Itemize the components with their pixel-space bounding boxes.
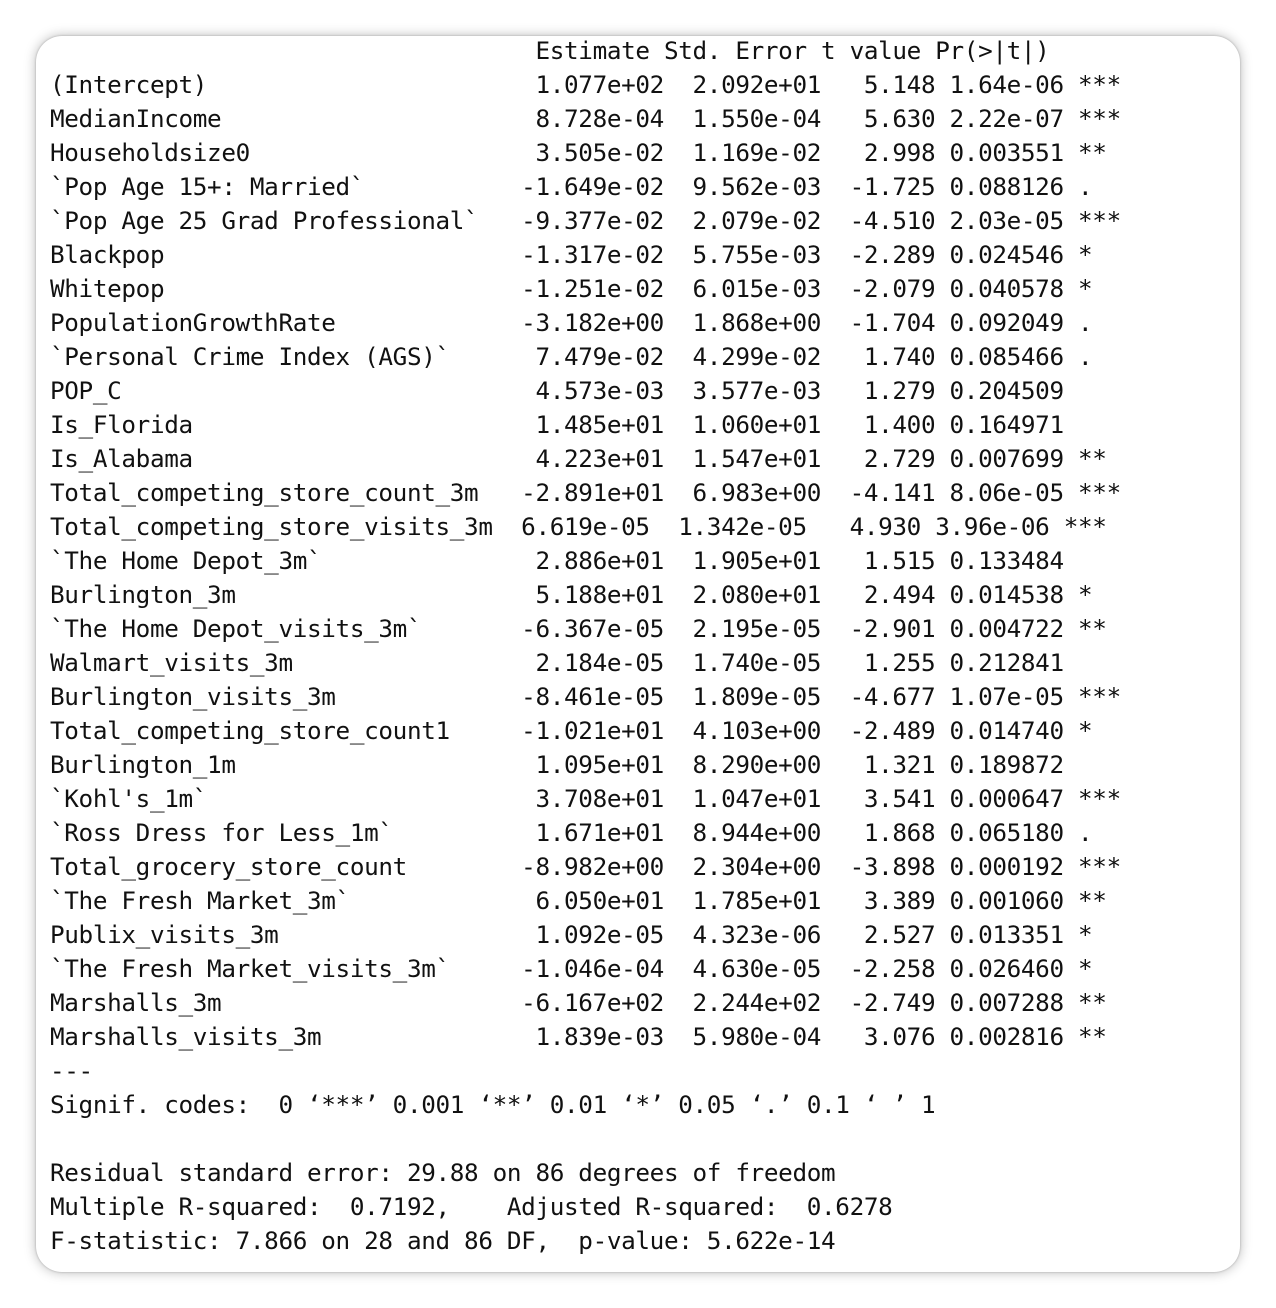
coefficient-row: Is_Florida 1.485e+01 1.060e+01 1.400 0.1… — [50, 410, 1121, 439]
coefficient-row: `The Fresh Market_visits_3m` -1.046e-04 … — [50, 954, 1121, 983]
coefficient-row: (Intercept) 1.077e+02 2.092e+01 5.148 1.… — [50, 70, 1121, 99]
coefficient-row: `The Fresh Market_3m` 6.050e+01 1.785e+0… — [50, 886, 1121, 915]
coefficient-row: Householdsize0 3.505e-02 1.169e-02 2.998… — [50, 138, 1121, 167]
coefficient-row: MedianIncome 8.728e-04 1.550e-04 5.630 2… — [50, 104, 1121, 133]
signif-codes: Signif. codes: 0 ‘***’ 0.001 ‘**’ 0.01 ‘… — [50, 1090, 936, 1119]
coefficient-row: `The Home Depot_visits_3m` -6.367e-05 2.… — [50, 614, 1121, 643]
coefficient-row: PopulationGrowthRate -3.182e+00 1.868e+0… — [50, 308, 1121, 337]
residual-standard-error: Residual standard error: 29.88 on 86 deg… — [50, 1158, 836, 1187]
coefficient-row: POP_C 4.573e-03 3.577e-03 1.279 0.204509 — [50, 376, 1121, 405]
coefficient-row: Total_competing_store_count_3m -2.891e+0… — [50, 478, 1121, 507]
coefficient-row: Burlington_3m 5.188e+01 2.080e+01 2.494 … — [50, 580, 1121, 609]
coefficient-row: Is_Alabama 4.223e+01 1.547e+01 2.729 0.0… — [50, 444, 1121, 473]
coefficient-row: Marshalls_visits_3m 1.839e-03 5.980e-04 … — [50, 1022, 1121, 1051]
coefficient-row: `Pop Age 25 Grad Professional` -9.377e-0… — [50, 206, 1121, 235]
coefficients-table: (Intercept) 1.077e+02 2.092e+01 5.148 1.… — [50, 68, 1121, 1054]
coefficient-row: `Kohl's_1m` 3.708e+01 1.047e+01 3.541 0.… — [50, 784, 1121, 813]
coefficient-row: Whitepop -1.251e-02 6.015e-03 -2.079 0.0… — [50, 274, 1121, 303]
separator: --- — [50, 1056, 93, 1085]
regression-output: Estimate Std. Error t value Pr(>|t|) (In… — [50, 36, 1121, 1258]
coefficient-row: Total_competing_store_count1 -1.021e+01 … — [50, 716, 1121, 745]
blank-line — [50, 1122, 1121, 1156]
coefficient-row: Burlington_1m 1.095e+01 8.290e+00 1.321 … — [50, 750, 1121, 779]
coefficient-row: `The Home Depot_3m` 2.886e+01 1.905e+01 … — [50, 546, 1121, 575]
coefficient-row: Burlington_visits_3m -8.461e-05 1.809e-0… — [50, 682, 1121, 711]
coefficients-header: Estimate Std. Error t value Pr(>|t|) — [50, 36, 1107, 65]
console-window: Estimate Std. Error t value Pr(>|t|) (In… — [36, 36, 1240, 1272]
coefficient-row: Publix_visits_3m 1.092e-05 4.323e-06 2.5… — [50, 920, 1121, 949]
coefficient-row: Marshalls_3m -6.167e+02 2.244e+02 -2.749… — [50, 988, 1121, 1017]
coefficient-row: `Personal Crime Index (AGS)` 7.479e-02 4… — [50, 342, 1121, 371]
coefficient-row: `Pop Age 15+: Married` -1.649e-02 9.562e… — [50, 172, 1121, 201]
coefficient-row: Blackpop -1.317e-02 5.755e-03 -2.289 0.0… — [50, 240, 1121, 269]
coefficient-row: Total_competing_store_visits_3m 6.619e-0… — [50, 512, 1107, 541]
coefficient-row: Walmart_visits_3m 2.184e-05 1.740e-05 1.… — [50, 648, 1121, 677]
coefficient-row: Total_grocery_store_count -8.982e+00 2.3… — [50, 852, 1121, 881]
r-squared: Multiple R-squared: 0.7192, Adjusted R-s… — [50, 1192, 907, 1221]
f-statistic: F-statistic: 7.866 on 28 and 86 DF, p-va… — [50, 1226, 836, 1255]
coefficient-row: `Ross Dress for Less_1m` 1.671e+01 8.944… — [50, 818, 1121, 847]
